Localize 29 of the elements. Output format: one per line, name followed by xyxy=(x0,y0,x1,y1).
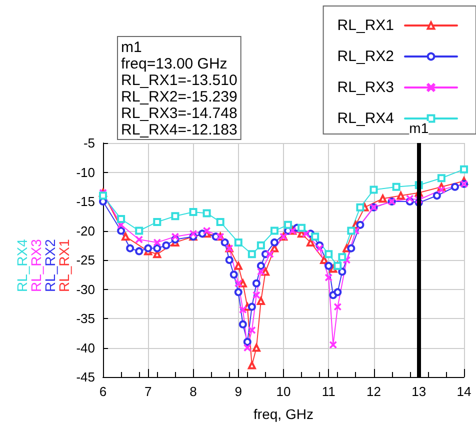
x-tick-label: 13 xyxy=(412,384,426,399)
y-tick-label: -45 xyxy=(76,370,95,384)
text: RL_RX1 xyxy=(56,239,72,292)
y-tick-label: -25 xyxy=(76,252,95,268)
x-tick-label: 8 xyxy=(190,384,197,399)
legend-label: RL_RX4 xyxy=(337,110,394,127)
y-tick-label: -15 xyxy=(76,194,95,209)
x-tick-label: 9 xyxy=(234,384,242,399)
y-tick-label: -40 xyxy=(76,340,95,356)
x-axis-title: freq, GHz xyxy=(254,406,314,422)
y-tick-label: -35 xyxy=(76,311,95,326)
x-tick-label: 6 xyxy=(99,384,107,399)
y-tick-label: -10 xyxy=(76,164,95,180)
legend-label: RL_RX1 xyxy=(337,17,394,34)
legend-label: RL_RX3 xyxy=(337,79,394,96)
x-tick-label: 14 xyxy=(456,384,472,399)
y-tick-label: -5 xyxy=(83,136,95,150)
legend-label: RL_RX2 xyxy=(337,48,394,65)
text: RL_RX2 xyxy=(42,239,58,292)
text: m1 freq=13.00 GHz RL_RX1=-13.510 RL_RX2=-15.239 RL_RX3=-14.748 RL_RX4=-12.183 xyxy=(121,38,238,138)
x-tick-label: 10 xyxy=(276,384,291,399)
ref-line-label: m1 xyxy=(409,120,429,136)
text: RL_RX4 xyxy=(14,239,30,292)
text: RL_RX3 xyxy=(28,239,44,292)
y-tick-label: -20 xyxy=(76,223,95,238)
x-tick-label: 11 xyxy=(322,384,336,399)
y-tick-label: -30 xyxy=(76,282,95,297)
x-tick-label: 7 xyxy=(144,384,152,399)
x-tick-label: 12 xyxy=(366,384,381,399)
